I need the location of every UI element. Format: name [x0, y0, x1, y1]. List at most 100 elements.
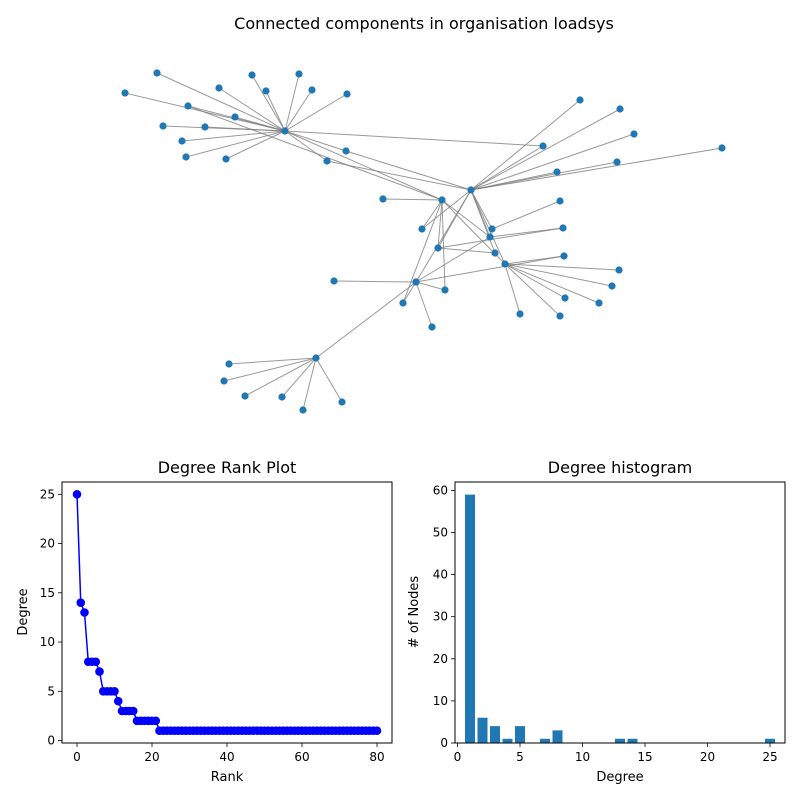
network-edge [470, 133, 635, 191]
x-tick-label: 60 [294, 750, 309, 764]
rank-point [110, 686, 119, 696]
network-edge [181, 130, 286, 142]
y-tick-label: 15 [40, 586, 55, 600]
network-node [295, 70, 303, 78]
network-node [467, 186, 475, 194]
network-node [556, 197, 564, 205]
histogram-bar [552, 730, 563, 743]
network-edge [345, 150, 472, 191]
network-node [153, 69, 161, 77]
network-edge [504, 263, 561, 317]
network-node [615, 266, 623, 274]
network-node [560, 252, 568, 260]
network-edge [281, 357, 317, 398]
network-node [178, 137, 186, 145]
network-panel: Connected components in organisation loa… [121, 14, 726, 414]
x-tick-label: 25 [762, 750, 777, 764]
network-node [222, 155, 230, 163]
network-edge [185, 130, 286, 158]
network-edge [223, 357, 317, 382]
network-node [616, 105, 624, 113]
network-node [491, 249, 499, 257]
rank-series-line [76, 494, 377, 732]
network-edge [244, 357, 317, 397]
rank-plot-xlabel: Rank [211, 770, 244, 785]
network-node [576, 96, 584, 104]
network-edge [491, 200, 561, 230]
network-edge [218, 87, 286, 132]
histogram-bars [465, 494, 775, 743]
network-edge [265, 90, 286, 132]
network-edge [470, 189, 496, 254]
network-edge [225, 130, 286, 160]
network-node [262, 87, 270, 95]
network-node [159, 122, 167, 130]
histogram-bar [502, 738, 513, 743]
network-node [248, 71, 256, 79]
network-edge [302, 357, 317, 411]
rank-plot-title: Degree Rank Plot [158, 458, 297, 477]
network-node [559, 224, 567, 232]
network-edge [470, 108, 621, 191]
network-node [323, 157, 331, 165]
network-edge [284, 130, 443, 201]
y-tick-label: 10 [433, 694, 448, 708]
network-edge [504, 263, 620, 271]
y-tick-label: 25 [40, 487, 55, 501]
network-edge [470, 99, 581, 191]
x-tick-label: 20 [144, 750, 159, 764]
rank-point [372, 726, 382, 735]
y-tick-label: 30 [433, 610, 448, 624]
histogram-bar [465, 494, 475, 743]
network-edge [284, 73, 300, 132]
network-node [225, 360, 233, 368]
network-node [182, 153, 190, 161]
network-node [343, 90, 351, 98]
network-node [501, 260, 509, 268]
y-tick-label: 50 [433, 526, 448, 540]
x-tick-label: 0 [73, 750, 81, 764]
network-node [281, 127, 289, 135]
network-edge [504, 263, 566, 299]
rank-point [80, 608, 89, 617]
network-edge [333, 280, 417, 283]
network-edge [437, 199, 443, 249]
network-node [220, 377, 228, 385]
network-edge [402, 199, 443, 304]
network-node [184, 102, 192, 110]
histogram-frame [454, 481, 786, 744]
network-edge [441, 199, 491, 238]
network-edge [415, 255, 565, 283]
network-edges [124, 72, 723, 411]
histogram-bar [615, 738, 625, 743]
network-edge [470, 147, 723, 191]
histogram-xlabel: Degree [596, 770, 643, 785]
network-node [488, 225, 496, 233]
x-tick-label: 80 [369, 750, 384, 764]
network-node [342, 147, 350, 155]
y-tick-label: 0 [47, 734, 55, 748]
histogram-bar [490, 726, 500, 743]
network-node [215, 84, 223, 92]
network-edge [315, 357, 343, 403]
y-tick-label: 60 [433, 483, 448, 497]
x-tick-label: 15 [637, 750, 652, 764]
network-node [553, 168, 561, 176]
network-edge [489, 227, 564, 238]
rank-plot-panel: Degree Rank Plot 0 20 40 60 80 0 5 10 15 20 25 Ran… [16, 458, 393, 785]
x-tick-label: 20 [700, 750, 715, 764]
network-node [516, 310, 524, 318]
rank-plot-axes: 0 20 40 60 80 0 5 10 15 20 25 [40, 487, 385, 764]
network-node [613, 158, 621, 166]
rank-plot-ylabel: Degree [16, 588, 31, 635]
network-node [441, 286, 449, 294]
histogram-panel: Degree histogram 0 5 10 15 20 25 0 10 20 30 40 50 60… [407, 458, 786, 785]
network-node [412, 278, 420, 286]
rank-point [76, 598, 86, 607]
network-edge [284, 93, 348, 132]
rank-plot-frame [61, 481, 393, 744]
y-tick-label: 0 [440, 736, 448, 750]
network-edge [504, 263, 600, 304]
histogram-bar [515, 726, 525, 743]
